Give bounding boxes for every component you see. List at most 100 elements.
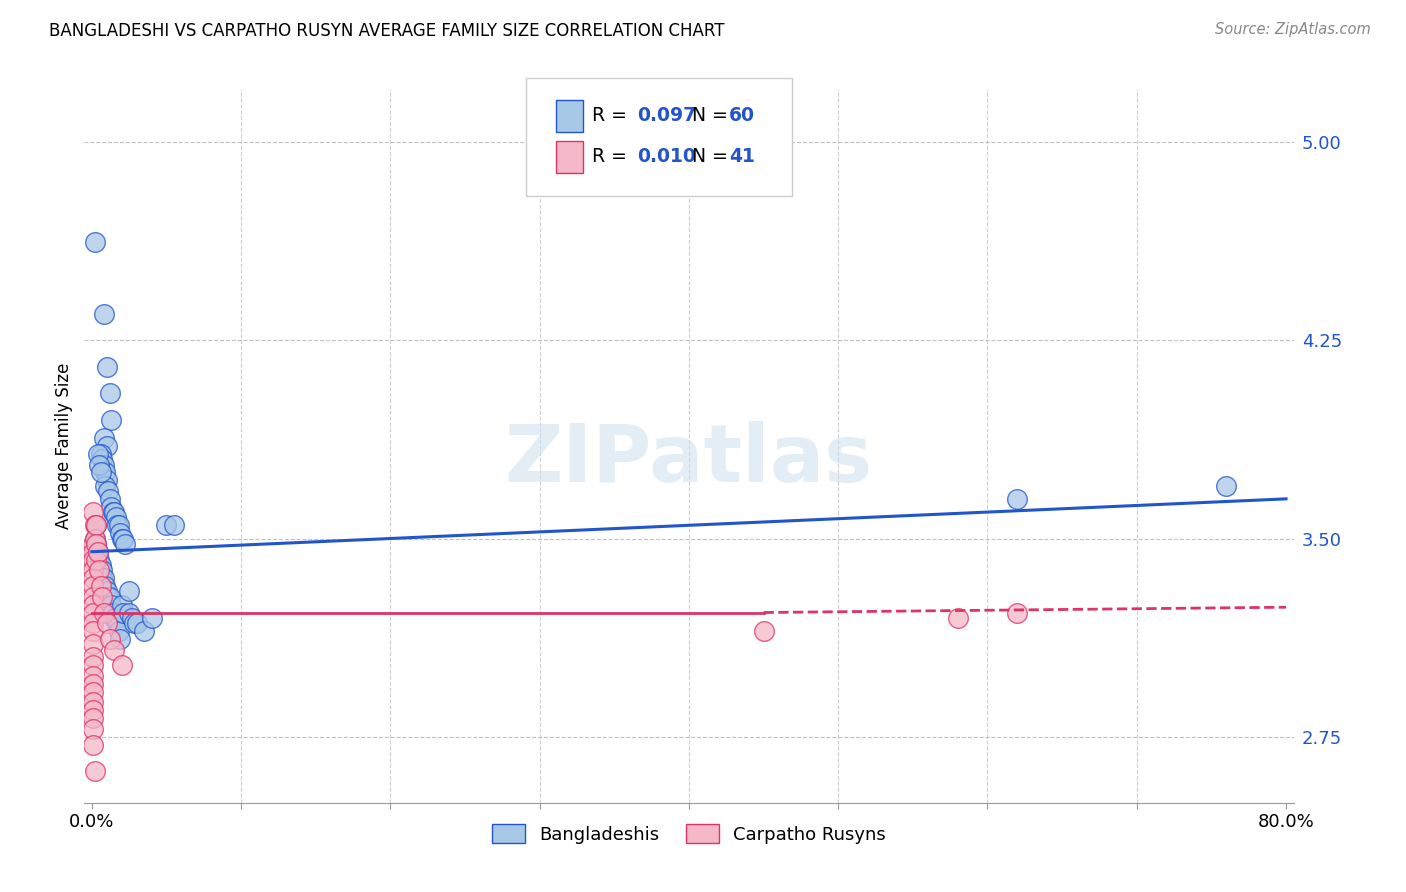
FancyBboxPatch shape [526,78,792,196]
Point [96,439,118,453]
Point [98,386,121,401]
Point [107,624,129,638]
Point [82,650,104,665]
Point [946,611,969,625]
Point [82,637,104,651]
Point [93,431,115,445]
Bar [555,100,582,132]
Point [90,579,112,593]
Point [82,598,104,612]
Point [82,537,104,551]
Text: N =: N = [681,106,734,125]
Point [82,616,104,631]
Point [87,545,110,559]
Point [112,606,135,620]
Point [84,537,107,551]
Point [96,584,118,599]
Point [83,764,105,778]
Point [114,537,136,551]
Point [82,606,104,620]
Point [96,616,118,631]
Point [100,500,122,514]
Point [111,658,134,673]
Point [91,571,114,585]
Point [112,532,135,546]
Point [83,532,105,546]
Point [82,695,104,709]
Point [1007,491,1029,506]
Text: 41: 41 [728,147,755,167]
Point [84,537,107,551]
Point [82,563,104,577]
Point [104,611,127,625]
Point [93,571,115,585]
Point [103,642,125,657]
Point [93,307,115,321]
Text: R =: R = [592,106,633,125]
Point [105,518,128,533]
Point [82,624,104,638]
Legend: Bangladeshis, Carpatho Rusyns: Bangladeshis, Carpatho Rusyns [485,817,893,851]
Point [96,474,118,488]
Point [91,563,114,577]
Point [82,738,104,752]
Point [94,466,117,480]
Point [89,563,111,577]
Point [105,616,128,631]
Point [103,611,125,625]
Point [93,606,115,620]
Point [82,711,104,725]
Point [98,590,121,604]
Point [84,552,107,566]
Point [84,518,107,533]
Point [97,590,120,604]
Point [97,483,120,498]
Point [87,447,110,461]
Point [89,458,111,472]
Point [118,584,141,599]
Text: R =: R = [592,147,633,167]
Point [125,616,148,631]
Point [90,447,112,461]
Y-axis label: Average Family Size: Average Family Size [55,363,73,529]
Point [90,558,112,572]
Point [111,598,134,612]
Point [108,526,131,541]
Point [89,552,111,566]
Point [82,545,104,559]
Point [101,606,124,620]
Point [122,616,145,631]
Point [98,632,121,646]
Point [82,703,104,717]
Text: 60: 60 [728,106,755,125]
Point [82,590,104,604]
Point [82,571,104,585]
Text: ZIPatlas: ZIPatlas [505,421,873,500]
Point [82,669,104,683]
Point [90,466,112,480]
Point [111,532,134,546]
Point [1007,606,1029,620]
Point [100,598,122,612]
Text: 0.097: 0.097 [637,106,696,125]
Text: Source: ZipAtlas.com: Source: ZipAtlas.com [1215,22,1371,37]
Point [132,624,155,638]
Point [82,579,104,593]
Point [91,452,114,467]
Point [82,658,104,673]
Point [83,518,105,533]
Point [104,510,127,524]
Point [93,458,115,472]
Text: 0.010: 0.010 [637,147,696,167]
Point [163,518,186,533]
Point [82,685,104,699]
Point [82,552,104,566]
Point [100,412,122,426]
Point [91,590,114,604]
Point [83,532,105,546]
Point [155,518,177,533]
Point [82,677,104,691]
Point [84,518,107,533]
Point [98,491,121,506]
Point [752,624,775,638]
